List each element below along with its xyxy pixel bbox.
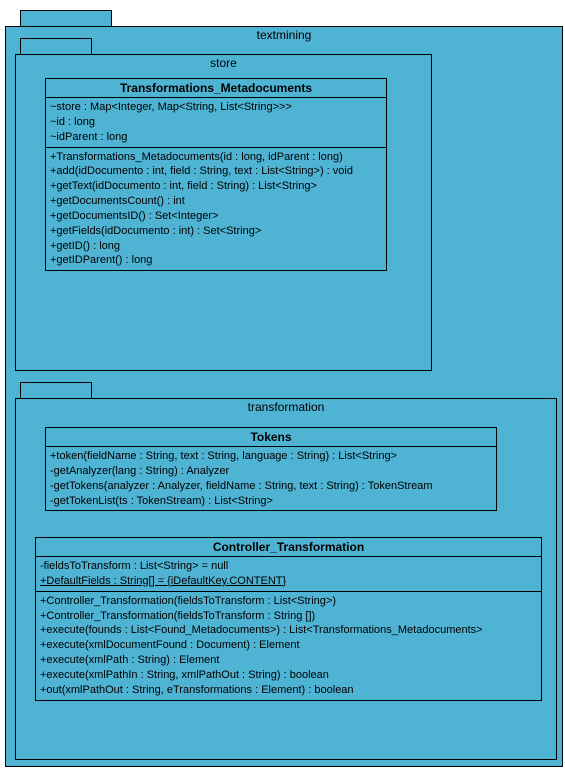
class-transformations-metadocuments-op: +getFields(idDocumento : int) : Set<Stri… (50, 224, 382, 239)
class-controller-transformation-op: +execute(xmlPathIn : String, xmlPathOut … (40, 668, 537, 683)
class-transformations-metadocuments-operations: +Transformations_Metadocuments(id : long… (46, 147, 386, 271)
class-tokens: Tokens +token(fieldName : String, text : … (45, 427, 497, 511)
class-controller-transformation-attributes: -fieldsToTransform : List<String> = null… (36, 556, 541, 591)
class-transformations-metadocuments-attr: ~store : Map<Integer, Map<String, List<S… (50, 100, 382, 115)
class-transformations-metadocuments-op: +Transformations_Metadocuments(id : long… (50, 150, 382, 165)
pkg-transformation-label: transformation (16, 399, 556, 415)
class-transformations-metadocuments-op: +add(idDocumento : int, field : String, … (50, 164, 382, 179)
class-tokens-operations: +token(fieldName : String, text : String… (46, 446, 496, 510)
class-controller-transformation-op: +Controller_Transformation(fieldsToTrans… (40, 609, 537, 624)
pkg-textmining-tab (20, 10, 112, 27)
class-controller-transformation-operations: +Controller_Transformation(fieldsToTrans… (36, 591, 541, 700)
class-controller-transformation-op: +execute(xmlPath : String) : Element (40, 653, 537, 668)
class-controller-transformation-title: Controller_Transformation (36, 538, 541, 556)
class-transformations-metadocuments-op: +getID() : long (50, 239, 382, 254)
class-tokens-op: -getTokens(analyzer : Analyzer, fieldNam… (50, 479, 492, 494)
pkg-store-tab (20, 38, 92, 55)
class-transformations-metadocuments-op: +getIDParent() : long (50, 253, 382, 268)
class-controller-transformation-op: +Controller_Transformation(fieldsToTrans… (40, 594, 537, 609)
class-transformations-metadocuments-attributes: ~store : Map<Integer, Map<String, List<S… (46, 97, 386, 147)
class-controller-transformation-attr: +DefaultFields : String[] = {iDefaultKey… (40, 574, 537, 589)
class-tokens-op: -getTokenList(ts : TokenStream) : List<S… (50, 494, 492, 509)
class-transformations-metadocuments-op: +getDocumentsCount() : int (50, 194, 382, 209)
class-tokens-op: -getAnalyzer(lang : String) : Analyzer (50, 464, 492, 479)
class-transformations-metadocuments-attr: ~idParent : long (50, 130, 382, 145)
class-controller-transformation-op: +execute(xmlDocumentFound : Document) : … (40, 638, 537, 653)
class-tokens-title: Tokens (46, 428, 496, 446)
class-transformations-metadocuments-attr: ~id : long (50, 115, 382, 130)
class-controller-transformation: Controller_Transformation-fieldsToTransf… (35, 537, 542, 701)
class-controller-transformation-op: +execute(founds : List<Found_Metadocumen… (40, 623, 537, 638)
class-controller-transformation-attr: -fieldsToTransform : List<String> = null (40, 559, 537, 574)
class-tokens-op: +token(fieldName : String, text : String… (50, 449, 492, 464)
class-controller-transformation-op: +out(xmlPathOut : String, eTransformatio… (40, 683, 537, 698)
class-transformations-metadocuments-op: +getText(idDocumento : int, field : Stri… (50, 179, 382, 194)
class-transformations-metadocuments: Transformations_Metadocuments ~store : Ma… (45, 78, 387, 271)
class-transformations-metadocuments-title: Transformations_Metadocuments (46, 79, 386, 97)
class-transformations-metadocuments-op: +getDocumentsID() : Set<Integer> (50, 209, 382, 224)
pkg-store-label: store (16, 55, 431, 71)
pkg-transformation-tab (20, 382, 92, 399)
